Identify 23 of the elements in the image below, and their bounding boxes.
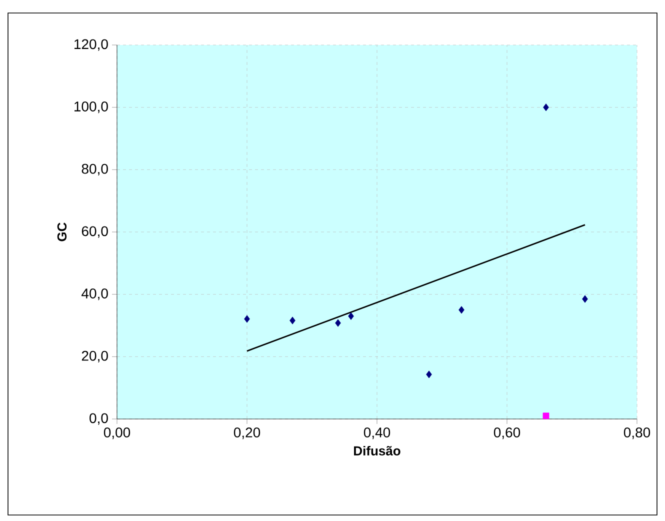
point <box>543 104 549 112</box>
point <box>335 319 341 327</box>
point <box>426 370 432 378</box>
y-tick-label: 40,0 <box>82 288 108 300</box>
y-tick-label: 0,0 <box>90 413 108 425</box>
x-tick-label: 0,20 <box>234 428 260 440</box>
point <box>290 316 296 324</box>
x-tick-label: 0,80 <box>624 428 650 440</box>
x-axis-title: Difusão <box>354 446 400 456</box>
y-tick-label: 80,0 <box>82 164 108 176</box>
y-tick-label: 60,0 <box>82 226 108 238</box>
point <box>542 412 550 420</box>
y-tick-label: 120,0 <box>74 39 108 51</box>
point <box>458 306 464 314</box>
y-tick-label: 100,0 <box>74 102 108 114</box>
point <box>244 315 250 323</box>
x-tick-label: 0,60 <box>494 428 520 440</box>
x-tick-label: 0,40 <box>364 428 390 440</box>
point <box>348 312 354 320</box>
point <box>582 295 588 303</box>
x-tick-label: 0,00 <box>104 428 130 440</box>
y-tick-label: 20,0 <box>82 350 108 362</box>
y-axis-title: GC <box>57 222 67 242</box>
